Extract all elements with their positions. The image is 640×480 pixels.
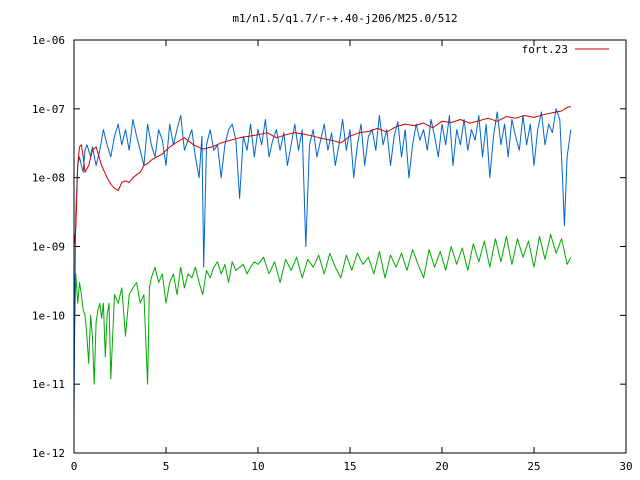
series-layer: [73, 106, 572, 421]
legend: fort.23: [522, 43, 609, 56]
x-tick-label: 0: [71, 460, 78, 473]
y-tick-label: 1e-11: [32, 378, 65, 391]
x-tick-label: 25: [527, 460, 540, 473]
x-tick-label: 20: [435, 460, 448, 473]
x-tick-label: 10: [251, 460, 264, 473]
y-tick-label: 1e-07: [32, 103, 65, 116]
y-tick-label: 1e-10: [32, 309, 65, 322]
y-tick-label: 1e-06: [32, 34, 65, 47]
x-tick-label: 30: [619, 460, 632, 473]
series-line-2: [73, 108, 572, 421]
chart-title: m1/n1.5/q1.7/r-+.40-j206/M25.0/512: [232, 12, 457, 25]
x-tick-label: 5: [163, 460, 170, 473]
y-tick-label: 1e-08: [32, 172, 65, 185]
series-line-3: [73, 233, 572, 385]
plot-area-frame: [73, 39, 627, 454]
y-tick-label: 1e-09: [32, 241, 65, 254]
legend-label-fort-23: fort.23: [522, 43, 568, 56]
x-tick-label: 15: [343, 460, 356, 473]
axis-ticks: 0 5 10 15 20 25 30 1e-12 1e-11 1e-10 1e-09 1e-08 1e-…: [32, 34, 633, 473]
y-tick-label: 1e-12: [32, 447, 65, 460]
series-line-1: [73, 106, 571, 247]
